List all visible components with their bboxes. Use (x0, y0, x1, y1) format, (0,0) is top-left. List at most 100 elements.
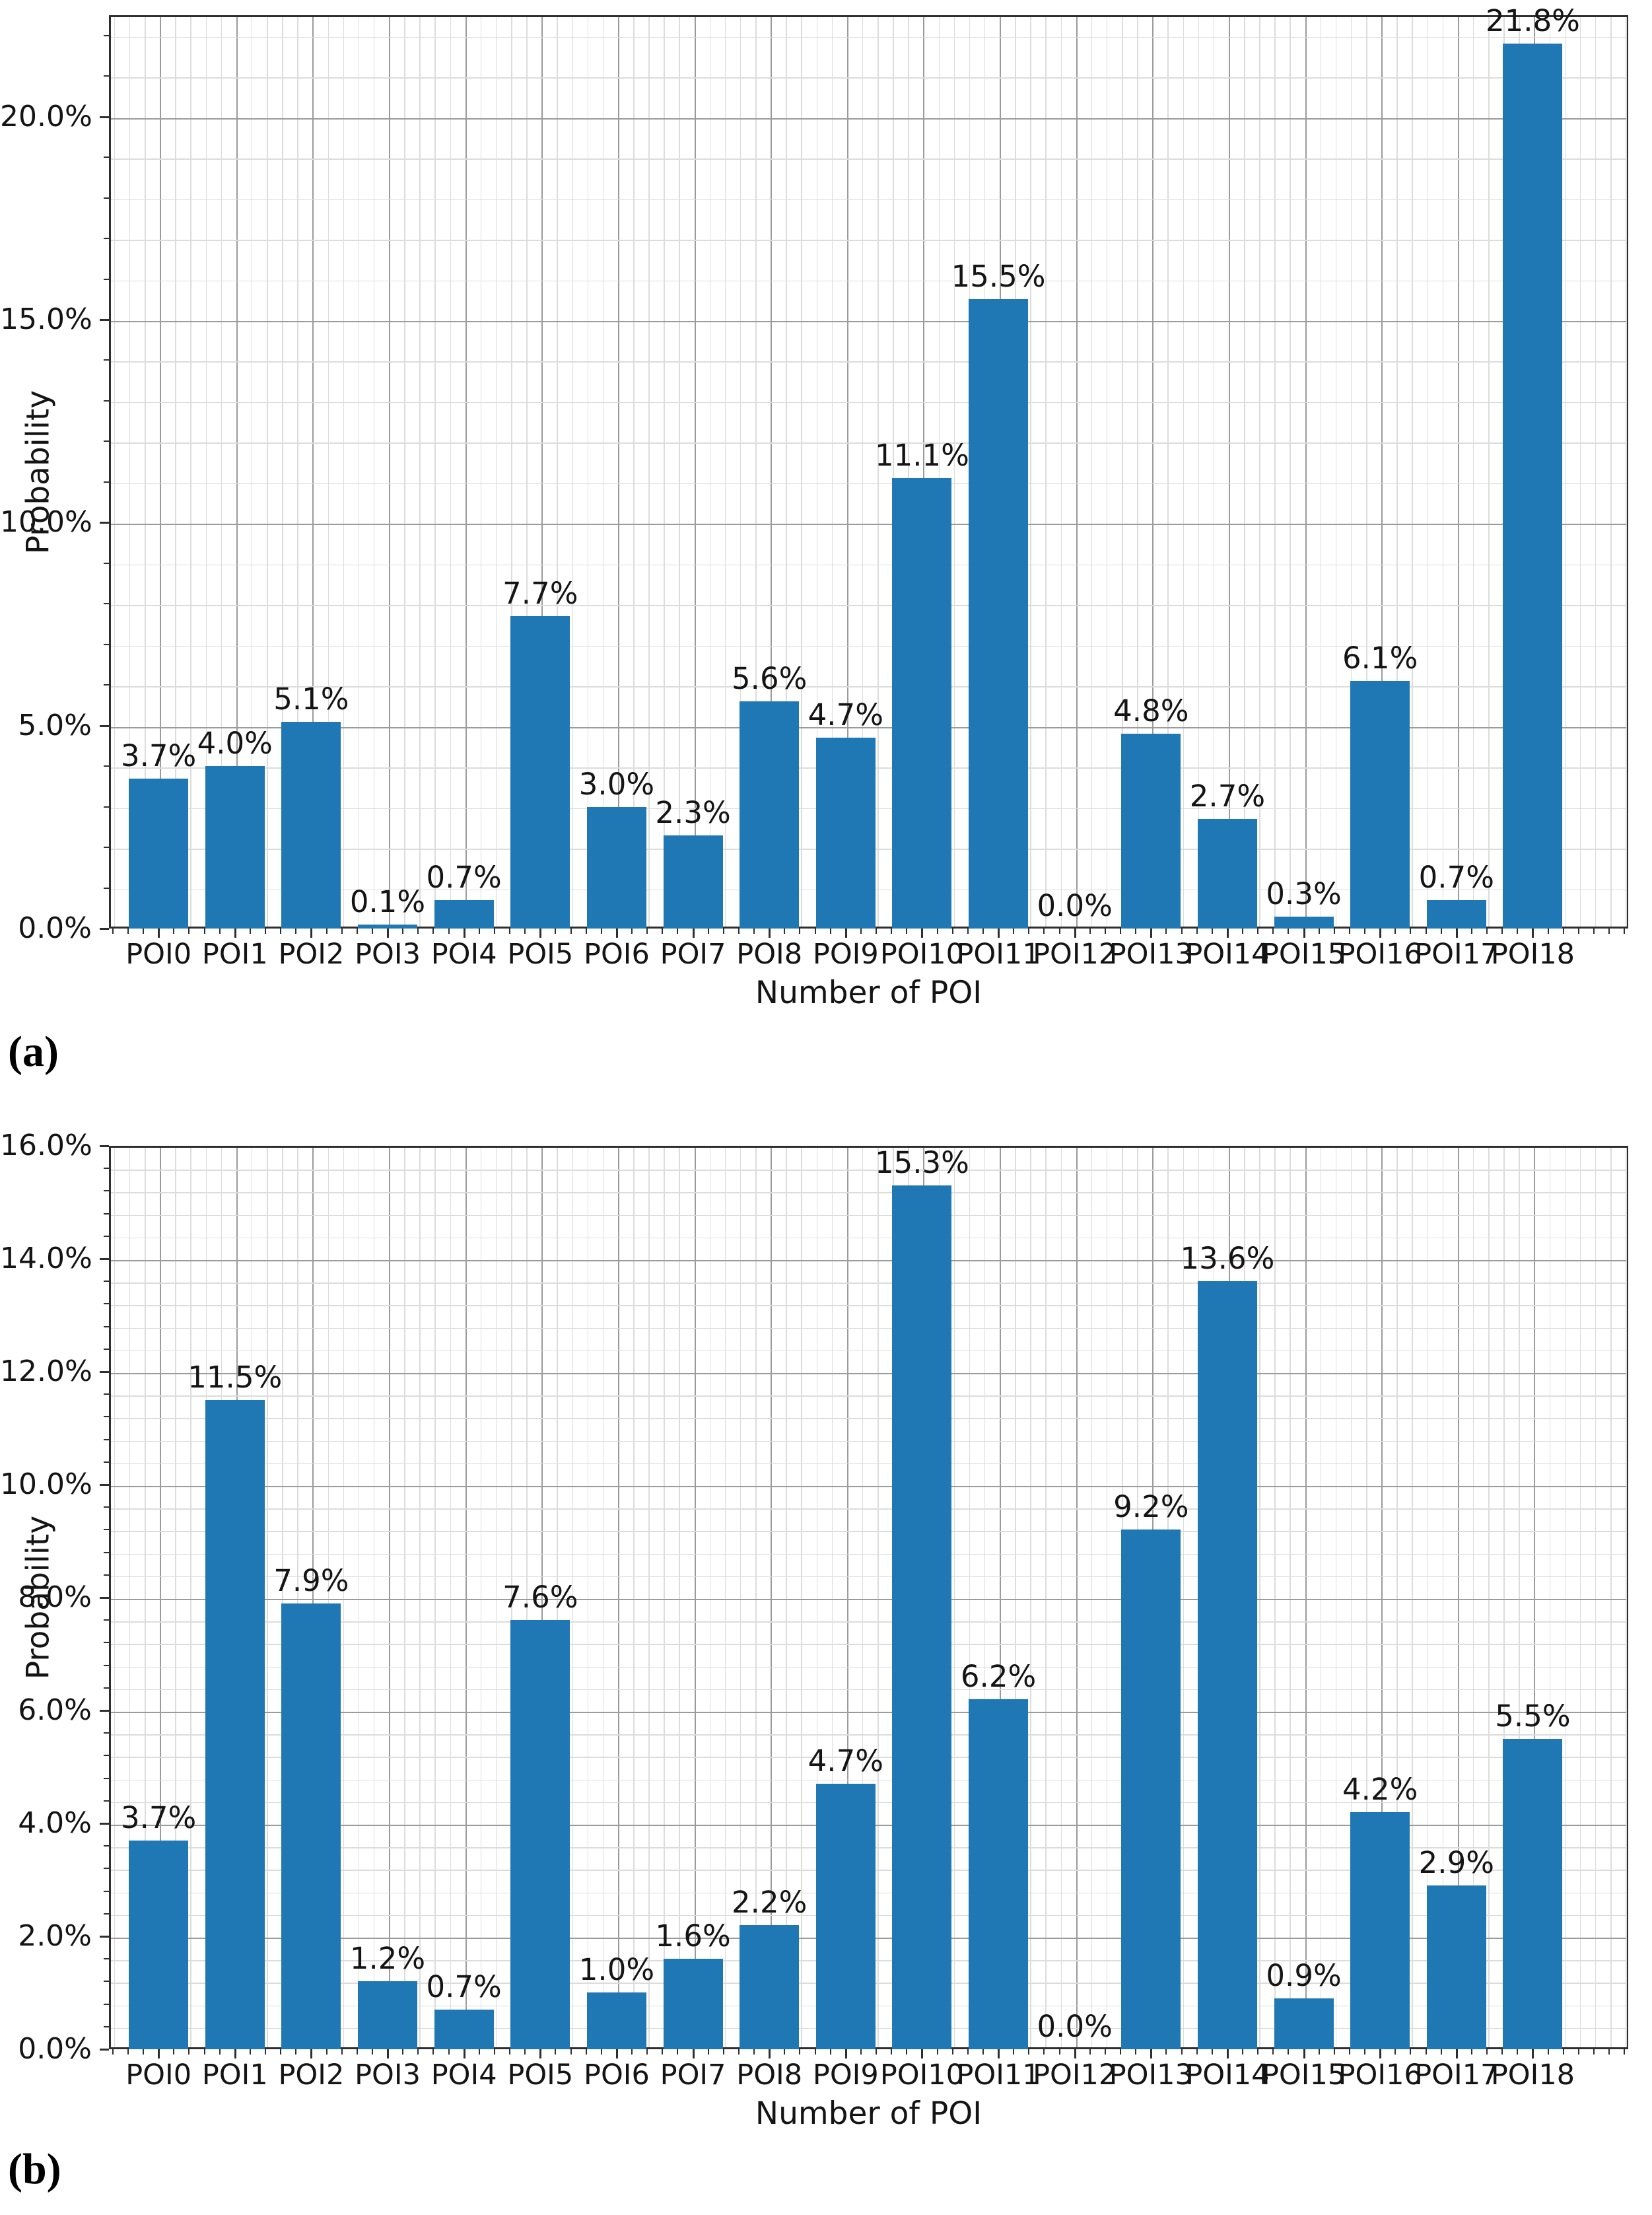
gridline-vertical-minor (526, 17, 528, 927)
x-axis-minor-tick (967, 2049, 969, 2055)
x-axis-minor-tick (906, 929, 908, 934)
gridline-vertical-minor (1091, 17, 1093, 927)
x-axis-major-tick (1532, 2049, 1534, 2058)
x-axis-tick-label: POI4 (430, 938, 497, 971)
x-axis-minor-tick (1410, 2049, 1412, 2055)
gridline-horizontal-minor (111, 1237, 1626, 1239)
x-axis-minor-tick (127, 929, 129, 934)
x-axis-minor-tick (784, 929, 786, 934)
bar-value-label: 5.5% (1495, 1699, 1571, 1734)
y-axis-major-tick (100, 1484, 109, 1486)
x-axis-tick-label: POI10 (879, 938, 965, 971)
x-axis-major-tick (1150, 929, 1153, 938)
gridline-vertical-minor (1335, 17, 1337, 927)
gridline-vertical-major (846, 17, 848, 927)
bar-value-label: 2.7% (1189, 779, 1266, 814)
y-axis-minor-tick (104, 1845, 109, 1847)
gridline-vertical-minor (1274, 1148, 1276, 2047)
x-axis-minor-tick (478, 2049, 480, 2055)
x-axis-major-tick (310, 929, 313, 938)
gridline-vertical-major (771, 17, 773, 927)
x-axis-minor-tick (1517, 929, 1519, 934)
x-axis-minor-tick (1043, 2049, 1045, 2055)
x-axis-minor-tick (478, 929, 480, 934)
x-axis-minor-tick (326, 2049, 327, 2055)
bar-POI16 (1350, 681, 1410, 929)
y-axis-major-tick (100, 1145, 109, 1147)
gridline-vertical-major (160, 17, 162, 927)
gridline-horizontal-minor (111, 1734, 1626, 1736)
y-axis-major-tick (100, 1936, 109, 1938)
gridline-vertical-minor (1564, 17, 1566, 927)
x-axis-tick-label: POI16 (1338, 2058, 1422, 2092)
x-axis-tick-label: POI8 (736, 2058, 803, 2092)
x-axis-tick-label: POI8 (736, 938, 803, 971)
x-axis-minor-tick (249, 929, 251, 934)
bar-POI1 (205, 1400, 265, 2049)
x-axis-minor-tick (1288, 2049, 1290, 2055)
gridline-horizontal-minor (111, 1508, 1626, 1510)
bar-POI13 (1121, 1529, 1181, 2049)
x-axis-minor-tick (936, 2049, 938, 2055)
x-axis-major-tick (692, 929, 695, 938)
bar-POI10 (892, 478, 951, 929)
panel-caption-b: (b) (8, 2145, 61, 2193)
gridline-vertical-minor (587, 1148, 589, 2047)
x-axis-minor-tick (631, 2049, 633, 2055)
x-axis-major-tick (1303, 2049, 1305, 2058)
gridline-vertical-minor (434, 1148, 436, 2047)
x-axis-minor-tick (1211, 929, 1213, 934)
y-axis-tick-label: 8.0% (18, 1580, 92, 1614)
y-axis-minor-tick (104, 765, 109, 767)
x-axis-minor-tick (1364, 2049, 1366, 2055)
gridline-vertical-minor (1579, 17, 1581, 927)
y-axis-minor-tick (104, 643, 109, 645)
x-axis-major-tick (1379, 929, 1382, 938)
gridline-vertical-major (465, 17, 467, 927)
x-axis-major-tick (539, 2049, 542, 2058)
gridline-vertical-minor (1412, 17, 1413, 927)
gridline-vertical-minor (1259, 17, 1260, 927)
x-axis-major-tick (615, 2049, 618, 2058)
gridline-vertical-major (1228, 17, 1230, 927)
gridline-vertical-minor (1274, 17, 1276, 927)
bar-value-label: 1.2% (349, 1941, 426, 1976)
x-axis-minor-tick (203, 2049, 205, 2055)
gridline-vertical-major (694, 17, 696, 927)
x-axis-minor-tick (677, 929, 679, 934)
x-axis-minor-tick (1440, 929, 1442, 934)
x-axis-minor-tick (982, 2049, 984, 2055)
gridline-horizontal-minor (111, 1170, 1626, 1171)
gridline-vertical-major (1381, 1148, 1383, 2047)
x-axis-minor-tick (1028, 2049, 1030, 2055)
bar-value-label: 4.7% (808, 697, 883, 732)
x-axis-tick-label: POI10 (879, 2058, 965, 2092)
gridline-horizontal-minor (111, 361, 1626, 363)
gridline-horizontal-minor (111, 564, 1626, 566)
gridline-vertical-minor (1503, 1148, 1505, 2047)
gridline-vertical-minor (1350, 1148, 1352, 2047)
gridline-horizontal-minor (111, 1531, 1626, 1532)
bar-POI3 (358, 1981, 417, 2049)
gridline-vertical-minor (404, 1148, 405, 2047)
x-axis-minor-tick (402, 929, 404, 934)
bar-value-label: 0.7% (1418, 860, 1494, 895)
y-axis-minor-tick (104, 1687, 109, 1689)
gridline-vertical-major (923, 17, 925, 927)
bar-value-label: 21.8% (1485, 3, 1580, 38)
x-axis-tick-label: POI17 (1414, 938, 1499, 971)
gridline-vertical-minor (878, 1148, 879, 2047)
y-axis-minor-tick (104, 1303, 109, 1305)
x-axis-major-tick (387, 929, 390, 938)
x-axis-minor-tick (1547, 2049, 1549, 2055)
gridline-vertical-minor (557, 1148, 558, 2047)
x-axis-minor-tick (738, 2049, 740, 2055)
x-axis-minor-tick (570, 929, 572, 934)
gridline-vertical-minor (221, 17, 223, 927)
gridline-vertical-minor (801, 1148, 802, 2047)
y-axis-tick-label: 0.0% (18, 911, 92, 945)
gridline-vertical-minor (1030, 17, 1031, 927)
gridline-vertical-minor (633, 1148, 635, 2047)
gridline-vertical-minor (740, 1148, 741, 2047)
x-axis-tick-label: POI9 (812, 938, 879, 971)
